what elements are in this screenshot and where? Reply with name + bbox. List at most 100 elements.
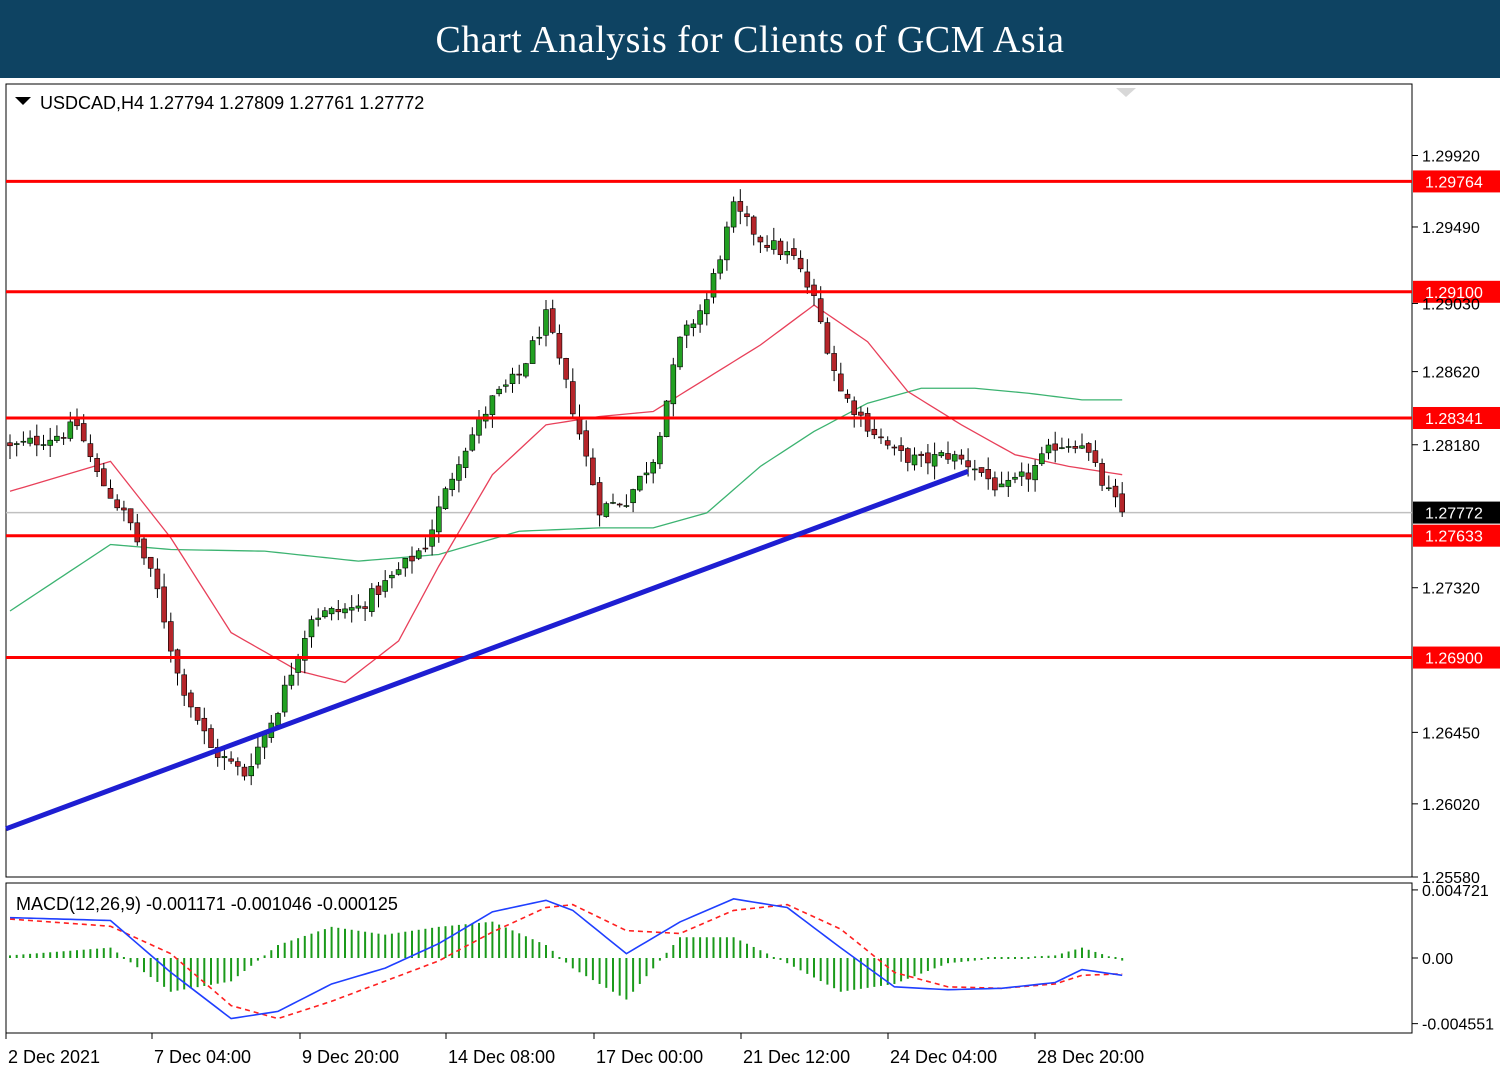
level-price-tag — [1413, 170, 1500, 193]
candle-body — [770, 240, 777, 250]
candle — [27, 430, 33, 447]
candle-body — [1065, 446, 1072, 448]
candle — [650, 459, 657, 484]
candle — [630, 488, 636, 513]
candle — [375, 582, 382, 608]
candle — [784, 241, 791, 264]
main-pane[interactable]: USDCAD,H4 1.27794 1.27809 1.27761 1.2777… — [5, 83, 1500, 887]
candle-body — [114, 499, 120, 509]
candle-body — [275, 713, 281, 726]
candle — [235, 757, 241, 776]
candle — [141, 536, 147, 565]
candle-body — [368, 588, 375, 612]
candle-body — [630, 489, 636, 504]
level-price-tag — [1413, 406, 1500, 429]
candle — [831, 345, 837, 382]
candle — [1012, 472, 1018, 484]
macd-histogram-bar — [1114, 957, 1117, 959]
candle-body — [281, 684, 288, 713]
candle-body — [965, 460, 971, 468]
candle-body — [33, 435, 40, 446]
level-price-label: 1.29764 — [1425, 174, 1483, 191]
candle — [837, 362, 844, 392]
macd-histogram-bar — [1007, 957, 1010, 959]
candle — [194, 707, 201, 725]
candle-body — [925, 452, 931, 464]
candle-body — [409, 555, 415, 562]
candle-body — [107, 488, 114, 499]
trendline[interactable] — [5, 469, 969, 832]
candle — [737, 189, 744, 225]
candle-body — [476, 418, 482, 436]
candle — [764, 235, 770, 252]
candle — [33, 424, 40, 457]
price-chart[interactable]: USDCAD,H4 1.27794 1.27809 1.27761 1.2777… — [0, 78, 1500, 1071]
candle — [402, 557, 409, 577]
price-tick-label: 1.26450 — [1422, 725, 1480, 742]
candle-body — [596, 482, 603, 516]
candle-body — [389, 574, 395, 579]
candle — [168, 612, 174, 663]
candle-body — [657, 435, 663, 465]
candle — [1106, 475, 1112, 492]
candle — [657, 432, 663, 469]
candle — [610, 493, 616, 505]
candle-body — [1119, 493, 1125, 513]
candle-body — [623, 505, 630, 507]
candle — [1045, 438, 1052, 460]
candle — [181, 668, 187, 707]
candle-body — [382, 580, 389, 592]
candle-body — [322, 610, 328, 618]
chart-shift-marker[interactable] — [1116, 88, 1136, 97]
time-tick-label: 7 Dec 04:00 — [154, 1047, 251, 1067]
candle — [368, 583, 375, 617]
candle — [1052, 431, 1058, 463]
candle-body — [422, 547, 429, 550]
candle — [221, 747, 228, 770]
candle — [898, 437, 904, 462]
time-tick-label: 28 Dec 20:00 — [1037, 1047, 1144, 1067]
candle — [636, 475, 643, 492]
candle — [951, 450, 958, 470]
candle-body — [449, 478, 456, 491]
candle — [509, 367, 516, 393]
candle-body — [938, 452, 945, 457]
candle — [1065, 438, 1072, 453]
candle — [127, 508, 134, 531]
candle-body — [248, 766, 254, 777]
candle-body — [161, 586, 167, 623]
level-price-tag — [1413, 280, 1500, 303]
candle — [87, 434, 94, 463]
macd-histogram-bar — [558, 957, 561, 959]
macd-histogram-bar — [993, 957, 996, 959]
candle-body — [683, 324, 690, 336]
candle — [911, 447, 918, 471]
candle — [744, 205, 750, 227]
macd-pane[interactable]: MACD(12,26,9) -0.001171 -0.001046 -0.000… — [5, 882, 1494, 1034]
candle-body — [569, 381, 576, 415]
banner-title: Chart Analysis for Clients of GCM Asia — [435, 19, 1065, 61]
price-axis: 1.29764 1.29100 1.28341 1.27633 1.26900 1.299… — [1412, 148, 1500, 887]
candle-body — [181, 674, 187, 696]
candle — [121, 500, 127, 522]
symbol-menu-icon[interactable] — [15, 97, 31, 105]
candle-body — [1072, 446, 1079, 449]
candle-body — [1112, 485, 1119, 498]
candle-body — [898, 445, 904, 451]
candle-body — [315, 617, 322, 620]
candle — [918, 451, 925, 468]
candle-body — [717, 259, 724, 274]
candle — [1032, 459, 1038, 492]
candle — [429, 519, 435, 556]
candle-body — [40, 444, 47, 446]
candle — [945, 441, 951, 464]
candle-body — [1012, 476, 1018, 480]
candle-body — [94, 458, 100, 472]
candle-body — [985, 469, 992, 480]
candle — [355, 594, 362, 612]
macd-histogram-bar — [1020, 957, 1023, 959]
candle — [456, 456, 462, 493]
candle — [94, 453, 100, 478]
candle — [770, 227, 777, 255]
candle — [54, 425, 60, 443]
